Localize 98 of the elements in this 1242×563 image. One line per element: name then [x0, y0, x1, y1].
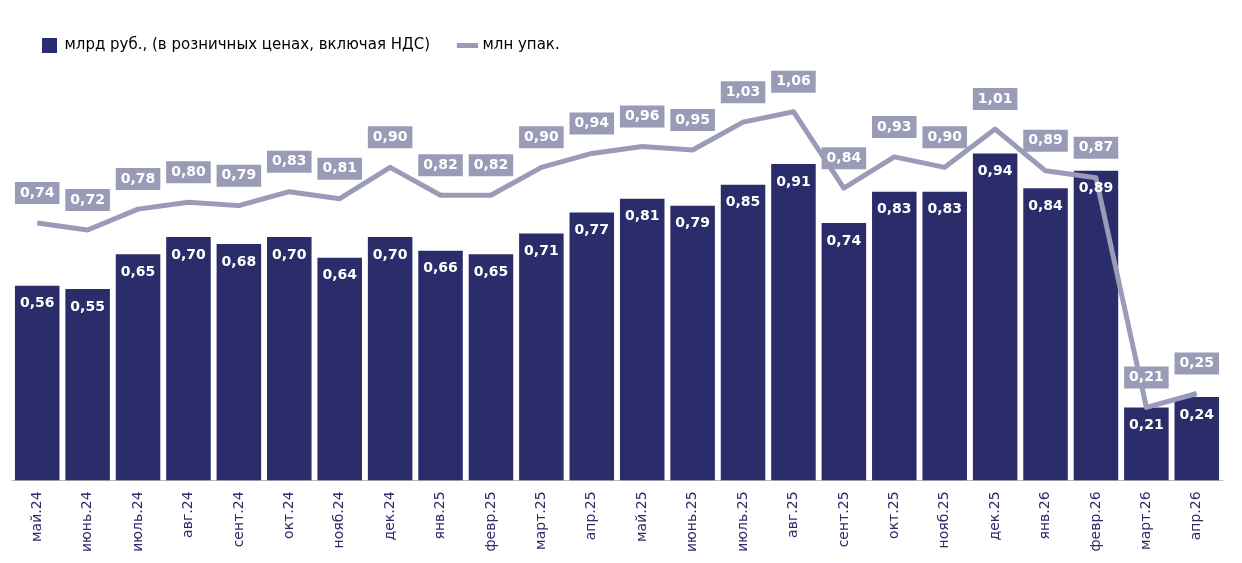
data-label: 0,90	[524, 128, 559, 144]
data-label: 0,81	[322, 159, 357, 176]
x-tick-label: окт.25	[884, 491, 901, 539]
data-label: 0,21	[1129, 416, 1164, 433]
x-tick-label: апр.25	[582, 491, 599, 541]
data-label: 0,65	[473, 262, 509, 279]
bar	[14, 285, 60, 481]
x-tick-label: нояб.24	[330, 491, 347, 549]
data-label: 0,82	[473, 155, 509, 172]
bar	[519, 233, 564, 481]
bar	[418, 250, 463, 481]
data-label: 0,70	[372, 245, 408, 262]
bar	[821, 223, 867, 481]
x-tick-label: сент.24	[229, 491, 246, 548]
data-label: 0,68	[221, 252, 257, 269]
x-tick-label: март.26	[1137, 491, 1154, 550]
data-label: 1,06	[776, 72, 811, 89]
data-label: 0,70	[171, 245, 206, 262]
x-tick-label: май.24	[27, 491, 44, 542]
x-tick-label: дек.25	[985, 491, 1002, 541]
bar	[1073, 170, 1119, 481]
x-tick-label: июнь.25	[683, 491, 700, 553]
legend-label: млн упак.	[482, 35, 560, 54]
x-tick-label: февр.26	[1086, 491, 1103, 552]
data-label: 0,90	[927, 128, 963, 144]
data-label: 0,72	[70, 190, 105, 207]
bar	[922, 191, 967, 481]
x-tick-label: авг.24	[179, 491, 196, 538]
data-label: 0,71	[524, 242, 559, 259]
data-label: 0,90	[372, 128, 408, 144]
x-tick-label: июль.24	[128, 491, 145, 552]
x-tick-label: февр.25	[481, 491, 498, 552]
data-label: 0,93	[877, 117, 912, 134]
bar	[619, 198, 665, 481]
x-tick-label: сент.25	[834, 491, 851, 548]
data-label: 0,65	[120, 262, 156, 279]
x-tick-label: окт.24	[279, 491, 296, 539]
data-label: 0,25	[1179, 354, 1215, 371]
x-tick-label: март.25	[532, 491, 549, 550]
x-tick-label: янв.26	[1036, 491, 1053, 540]
data-label: 0,64	[322, 266, 358, 283]
x-tick-label: авг.25	[784, 491, 801, 538]
data-label: 0,83	[272, 152, 307, 169]
data-label: 0,95	[675, 110, 710, 127]
bar	[771, 163, 816, 481]
data-label: 0,94	[574, 114, 610, 131]
bar	[1174, 396, 1220, 481]
bar	[166, 236, 211, 481]
data-label: 0,24	[1179, 405, 1215, 422]
data-label: 0,80	[171, 162, 206, 179]
data-label: 0,83	[877, 200, 912, 217]
data-label: 0,79	[675, 214, 710, 231]
data-label: 0,96	[624, 107, 660, 124]
data-label: 0,79	[221, 166, 257, 183]
data-label: 0,84	[826, 148, 862, 165]
x-tick-label: апр.26	[1187, 491, 1204, 541]
bar	[65, 289, 110, 481]
bar	[367, 236, 413, 481]
data-label: 0,77	[574, 221, 610, 238]
bar	[115, 254, 161, 481]
data-label: 0,21	[1129, 368, 1164, 385]
data-label: 0,55	[70, 297, 105, 314]
bar	[1124, 407, 1169, 481]
bar	[267, 236, 312, 481]
data-label: 0,66	[423, 259, 458, 276]
data-label: 0,89	[1028, 131, 1063, 148]
x-tick-label: май.25	[632, 491, 649, 542]
bar	[670, 205, 715, 481]
data-label: 0,84	[1028, 196, 1064, 213]
data-label: 0,74	[19, 183, 55, 200]
data-label: 0,82	[423, 155, 458, 172]
legend-label: млрд руб., (в розничных ценах, включая НДС)	[64, 35, 431, 54]
bar	[216, 243, 262, 481]
data-label: 0,83	[927, 200, 962, 217]
x-tick-label: янв.25	[431, 491, 448, 540]
bar	[569, 212, 615, 481]
data-label: 1,01	[977, 89, 1013, 106]
bar	[720, 184, 766, 481]
data-label: 0,91	[776, 172, 811, 189]
data-label: 0,70	[272, 245, 307, 262]
data-label: 0,94	[977, 162, 1013, 179]
x-tick-label: июнь.24	[78, 491, 95, 553]
data-label: 0,85	[725, 193, 761, 210]
data-label: 0,89	[1078, 179, 1114, 196]
bar	[468, 254, 514, 481]
data-label: 1,03	[725, 82, 761, 99]
x-tick-label: дек.24	[380, 491, 397, 541]
bar	[972, 153, 1018, 481]
data-label: 0,78	[120, 169, 156, 186]
bar	[317, 257, 362, 481]
data-label: 0,56	[19, 294, 55, 311]
bar	[1023, 188, 1068, 481]
x-tick-label: нояб.25	[935, 491, 952, 549]
data-label: 0,81	[624, 207, 660, 224]
data-label: 0,74	[826, 231, 862, 248]
bar	[872, 191, 917, 481]
x-tick-label: июль.25	[733, 491, 750, 552]
data-label: 0,87	[1078, 138, 1114, 155]
